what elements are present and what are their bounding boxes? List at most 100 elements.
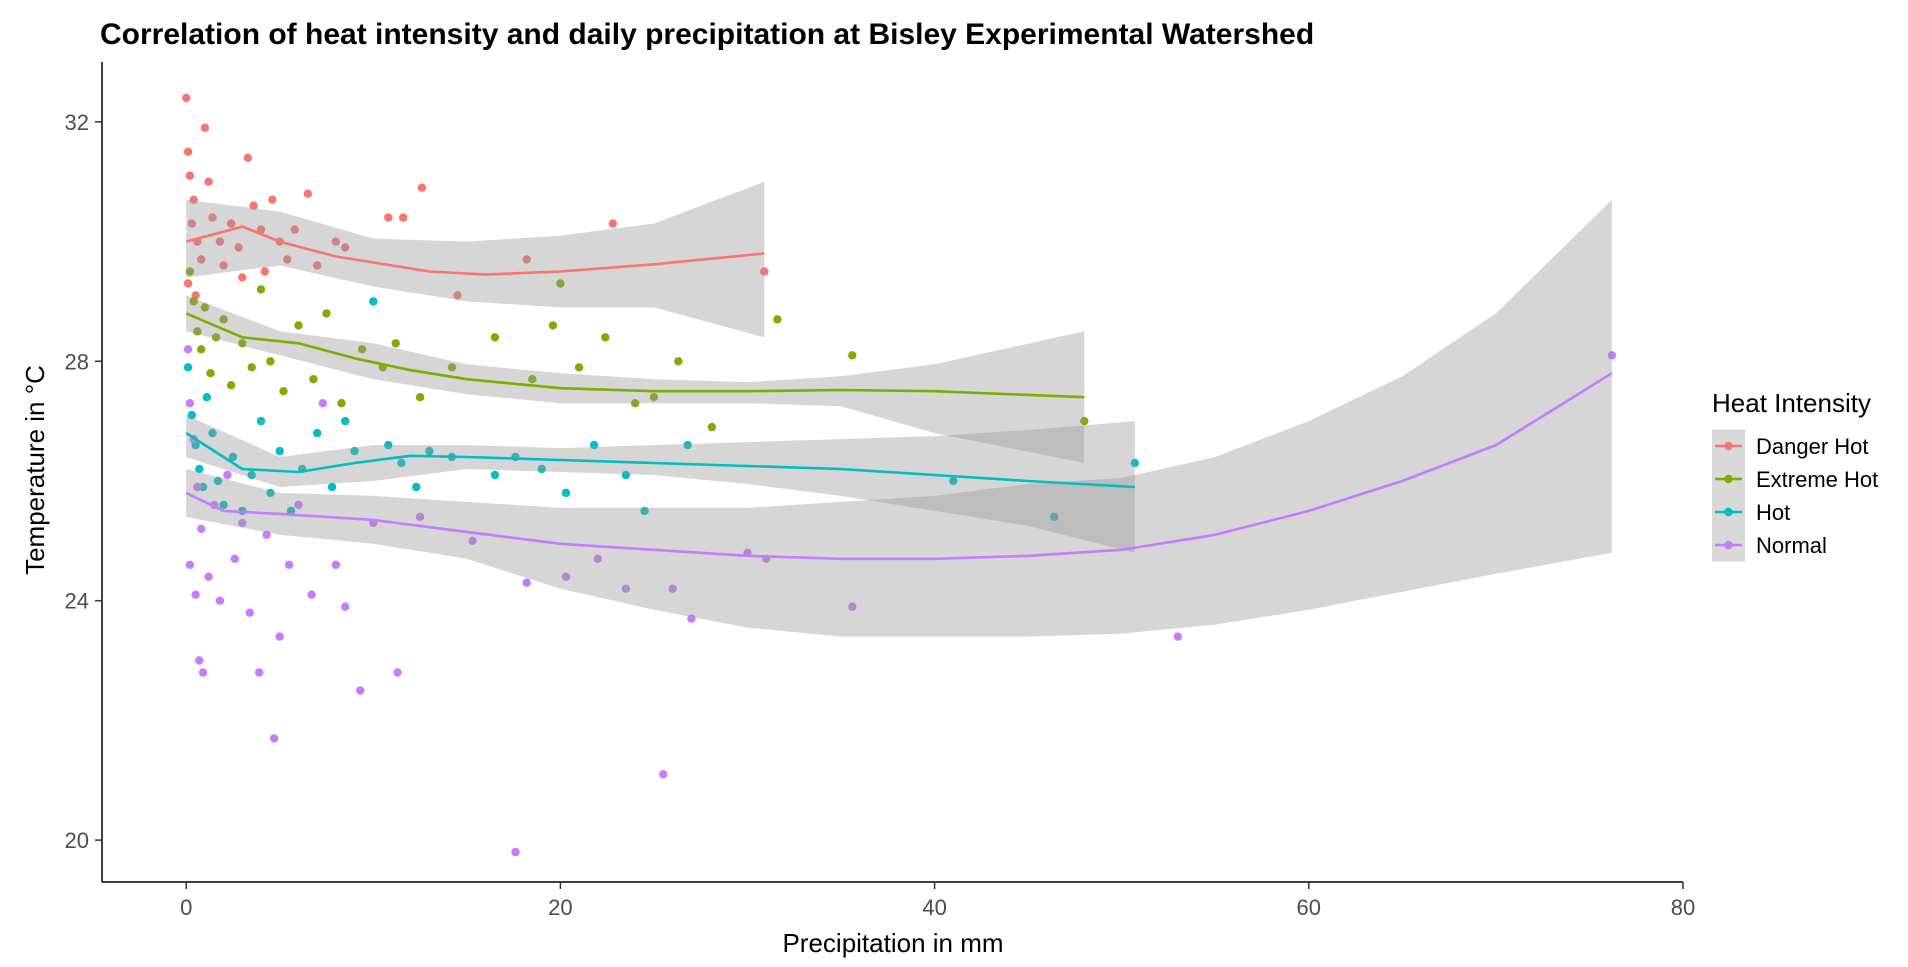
point-hot	[213, 476, 223, 486]
point-extreme-hot	[226, 381, 236, 390]
point-extreme-hot	[574, 363, 584, 372]
point-normal	[195, 656, 204, 665]
point-normal	[687, 614, 696, 623]
point-hot	[195, 464, 204, 474]
x-axis-label: Precipitation in mm	[782, 928, 1003, 958]
point-extreme-hot	[528, 375, 537, 384]
point-hot	[425, 446, 434, 456]
point-danger-hot	[303, 189, 312, 198]
point-hot	[589, 440, 599, 450]
point-extreme-hot	[391, 339, 400, 348]
point-normal	[255, 668, 264, 677]
y-tick-label: 32	[65, 110, 89, 135]
point-normal	[230, 554, 239, 563]
point-danger-hot	[197, 255, 206, 264]
point-extreme-hot	[357, 345, 367, 354]
point-hot	[327, 482, 337, 492]
point-extreme-hot	[649, 393, 659, 402]
point-normal	[307, 590, 316, 599]
point-normal	[185, 399, 195, 408]
point-danger-hot	[183, 147, 193, 156]
point-normal	[468, 536, 477, 545]
point-hot	[208, 428, 217, 438]
legend-key-point	[1724, 507, 1733, 517]
point-hot	[621, 470, 631, 480]
point-normal	[193, 482, 202, 492]
point-extreme-hot	[206, 369, 215, 378]
point-normal	[848, 602, 857, 611]
point-danger-hot	[234, 243, 243, 252]
point-normal	[183, 345, 193, 354]
point-hot	[247, 470, 256, 480]
point-extreme-hot	[415, 393, 425, 402]
point-hot	[490, 470, 500, 480]
point-extreme-hot	[197, 345, 206, 354]
point-normal	[294, 500, 303, 510]
point-danger-hot	[453, 291, 462, 300]
point-extreme-hot	[219, 315, 228, 324]
point-extreme-hot	[294, 321, 303, 330]
point-normal	[269, 734, 279, 743]
point-normal	[356, 686, 365, 695]
legend-key-point	[1724, 474, 1733, 484]
point-hot	[202, 393, 211, 402]
point-danger-hot	[182, 93, 191, 103]
point-normal	[198, 668, 208, 677]
point-danger-hot	[290, 225, 299, 234]
point-hot	[275, 446, 284, 456]
point-hot	[183, 363, 193, 372]
point-danger-hot	[200, 123, 210, 132]
point-hot	[286, 506, 296, 516]
point-extreme-hot	[601, 333, 610, 342]
legend-key-point	[1724, 540, 1733, 550]
y-tick-label: 28	[65, 349, 89, 374]
point-normal	[341, 602, 350, 611]
point-danger-hot	[183, 279, 193, 288]
point-normal	[621, 584, 631, 593]
x-tick-label: 80	[1671, 895, 1695, 920]
y-tick-label: 24	[65, 589, 89, 614]
point-normal	[215, 596, 225, 605]
point-extreme-hot	[309, 375, 318, 384]
point-normal	[262, 530, 271, 539]
point-hot	[561, 488, 571, 498]
point-extreme-hot	[556, 279, 565, 288]
point-extreme-hot	[1080, 416, 1089, 426]
point-extreme-hot	[193, 327, 202, 336]
legend-label-normal: Normal	[1756, 533, 1827, 558]
point-normal	[204, 572, 213, 581]
point-hot	[412, 482, 421, 492]
y-tick-label: 20	[65, 828, 89, 853]
x-tick-label: 40	[922, 895, 946, 920]
point-danger-hot	[226, 219, 236, 228]
point-hot	[256, 416, 266, 426]
point-extreme-hot	[337, 399, 346, 408]
point-hot	[384, 440, 393, 450]
point-danger-hot	[399, 213, 408, 222]
point-extreme-hot	[707, 422, 717, 432]
point-hot	[397, 458, 406, 468]
x-tick-label: 20	[548, 895, 572, 920]
point-normal	[1173, 632, 1183, 641]
point-extreme-hot	[279, 387, 288, 396]
x-tick-label: 60	[1297, 895, 1321, 920]
point-extreme-hot	[322, 309, 331, 318]
point-extreme-hot	[266, 357, 275, 366]
point-extreme-hot	[238, 339, 247, 348]
point-danger-hot	[249, 201, 258, 210]
confidence-band-normal	[186, 199, 1612, 637]
point-normal	[238, 518, 247, 528]
legend-label-danger-hot: Danger Hot	[1756, 434, 1869, 459]
point-danger-hot	[238, 273, 247, 282]
point-normal	[284, 560, 294, 569]
point-hot	[313, 428, 322, 438]
point-extreme-hot	[674, 357, 683, 366]
point-danger-hot	[331, 237, 341, 246]
point-danger-hot	[760, 267, 769, 276]
point-danger-hot	[187, 219, 196, 228]
point-normal	[331, 560, 341, 569]
point-hot	[537, 464, 546, 474]
chart-title: Correlation of heat intensity and daily …	[100, 18, 1314, 51]
y-axis-label: Temperature in °C	[20, 365, 50, 575]
point-normal	[1607, 351, 1617, 360]
